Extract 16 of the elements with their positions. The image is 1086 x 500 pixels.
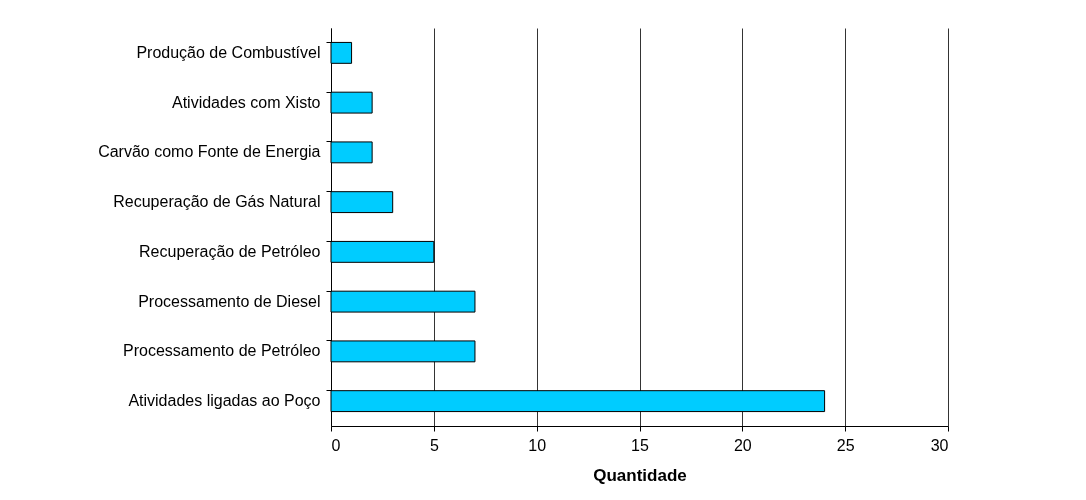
y-tick-label: Recuperação de Petróleo bbox=[139, 242, 321, 260]
x-axis-title: Quantidade bbox=[593, 465, 687, 485]
y-tick-label: Atividades com Xisto bbox=[171, 93, 321, 111]
y-tick-label: Processamento de Petróleo bbox=[123, 342, 321, 360]
y-tick-label: Recuperação de Gás Natural bbox=[113, 193, 321, 211]
y-tick-label: Produção de Combustível bbox=[136, 43, 321, 61]
y-tick-label: Processamento de Diesel bbox=[138, 292, 321, 310]
x-tick-label: 25 bbox=[836, 436, 855, 454]
x-tick-label: 10 bbox=[528, 436, 547, 454]
x-tick-label: 20 bbox=[733, 436, 752, 454]
x-tick-label: 15 bbox=[631, 436, 649, 454]
x-tick-label: 30 bbox=[930, 436, 949, 454]
y-tick-label: Atividades ligadas ao Poço bbox=[128, 392, 321, 410]
y-tick-label: Carvão como Fonte de Energia bbox=[98, 143, 321, 161]
x-tick-label: 5 bbox=[429, 436, 439, 454]
x-tick-label: 0 bbox=[331, 436, 341, 454]
